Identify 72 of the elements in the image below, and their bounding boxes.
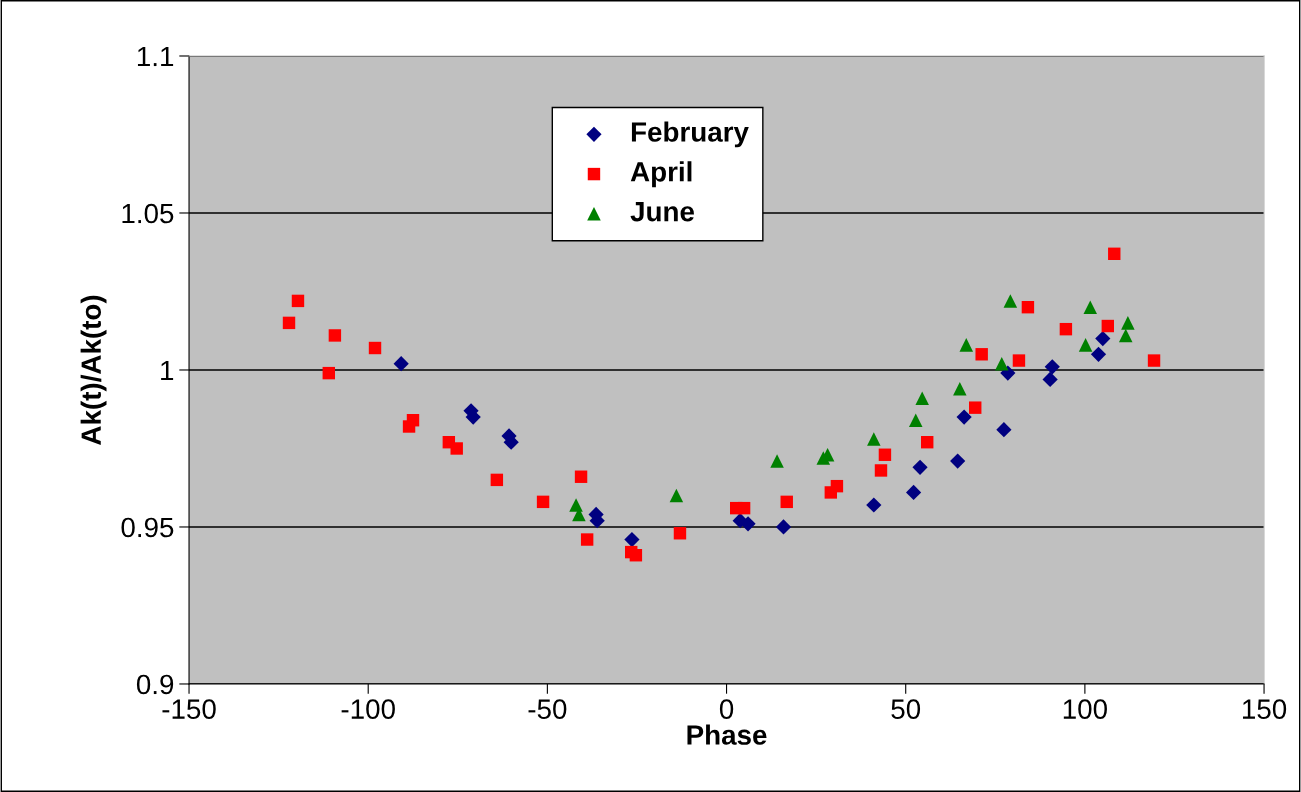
y-tick-label: 0.9: [136, 674, 174, 695]
point: [1090, 346, 1107, 362]
point: [775, 519, 792, 535]
point: [1147, 354, 1161, 367]
x-axis-title: Phase: [687, 724, 767, 745]
x-tick-label: 150: [1243, 699, 1287, 719]
point: [878, 448, 892, 461]
legend-label: June: [630, 202, 694, 222]
point: [1021, 300, 1035, 314]
point: [1101, 319, 1115, 333]
x-tick-label: 100: [1063, 699, 1107, 719]
point: [867, 432, 881, 446]
point: [1108, 247, 1121, 261]
y-tick-label: 0.95: [121, 517, 174, 538]
point: [1078, 338, 1093, 352]
x-tick-label: 0: [719, 699, 734, 719]
point: [956, 409, 972, 425]
point: [959, 338, 974, 352]
point: [406, 414, 420, 427]
point: [994, 356, 1009, 371]
x-tick-label: 50: [891, 699, 921, 719]
point: [874, 464, 888, 477]
point: [975, 348, 988, 361]
point: [574, 470, 588, 483]
point: [1044, 359, 1060, 375]
point: [328, 329, 342, 342]
legend-label: April: [630, 161, 692, 188]
x-tick-label: -100: [341, 699, 395, 719]
point: [905, 484, 922, 501]
point: [1000, 365, 1016, 381]
point: [908, 413, 923, 427]
point: [950, 453, 966, 469]
point: [866, 497, 882, 513]
point: [536, 495, 550, 509]
point: [912, 459, 928, 475]
y-tick-label: 1.1: [137, 46, 174, 67]
legend-label: February: [631, 121, 749, 148]
point: [1059, 322, 1073, 336]
point: [629, 549, 643, 562]
point: [322, 366, 335, 380]
point: [291, 294, 305, 308]
point: [969, 401, 982, 414]
point: [953, 382, 967, 396]
point: [996, 422, 1012, 438]
point: [580, 533, 594, 546]
y-tick-label: 1.05: [122, 203, 174, 224]
y-axis-title: Ak(t)/Ak(to): [80, 295, 107, 445]
point: [1118, 328, 1133, 343]
point: [624, 531, 640, 548]
point: [673, 527, 687, 540]
x-tick-label: -50: [528, 699, 567, 719]
point: [669, 488, 684, 503]
point: [1003, 294, 1018, 308]
point: [1095, 330, 1111, 347]
point: [770, 454, 784, 468]
point: [1121, 316, 1135, 330]
point: [737, 501, 751, 515]
point: [393, 356, 409, 372]
y-tick-label: 1: [161, 360, 174, 381]
point: [915, 391, 929, 406]
point: [740, 516, 756, 532]
point: [830, 479, 844, 493]
point: [282, 316, 296, 330]
point: [450, 442, 463, 455]
point: [490, 473, 504, 487]
point: [1012, 354, 1026, 367]
point: [921, 435, 934, 449]
point: [1083, 300, 1098, 314]
x-tick-label: -150: [162, 699, 216, 719]
point: [368, 341, 382, 355]
point: [1042, 371, 1058, 388]
point: [780, 495, 793, 509]
